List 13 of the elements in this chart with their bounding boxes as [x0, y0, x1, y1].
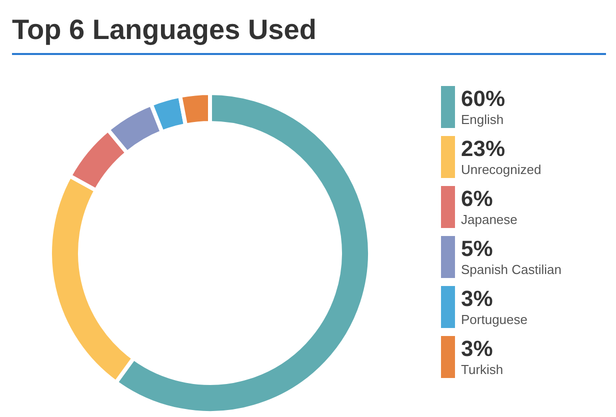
chart-title: Top 6 Languages Used	[12, 14, 316, 46]
data-label: 23%	[461, 136, 506, 162]
data-label: 3%	[461, 286, 494, 312]
data-label: 3%	[461, 336, 494, 362]
legend-label: Turkish	[461, 362, 504, 378]
data-label: 5%	[461, 236, 494, 262]
legend-label: Unrecognized	[461, 162, 542, 178]
data-label: 6%	[461, 186, 494, 212]
legend-label: Japanese	[461, 212, 518, 228]
legend-label: English	[461, 112, 505, 128]
legend-label: Portuguese	[461, 312, 528, 328]
data-label: 60%	[461, 86, 506, 112]
legend-label: Spanish Castilian	[461, 262, 562, 278]
